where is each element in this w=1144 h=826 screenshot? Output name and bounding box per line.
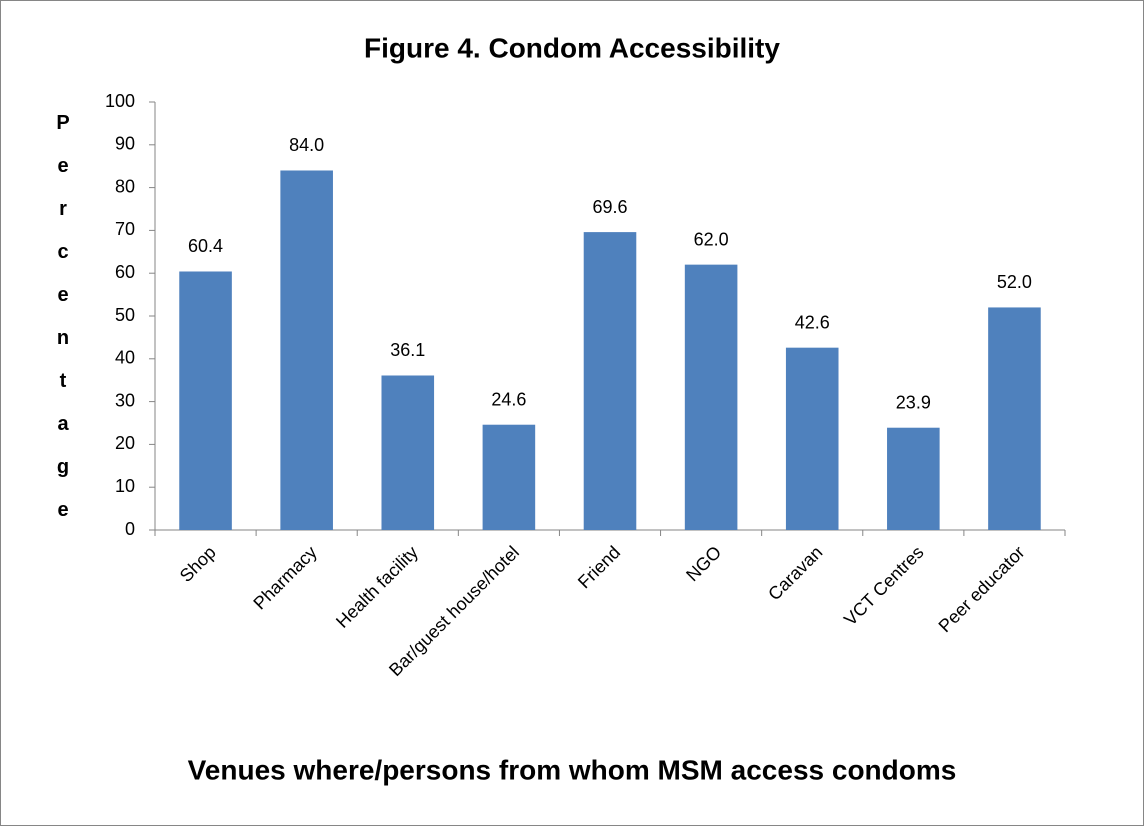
bar xyxy=(482,424,536,530)
bar xyxy=(887,427,940,530)
bar xyxy=(684,264,738,530)
y-tick-label: 60 xyxy=(115,262,135,282)
data-label: 69.6 xyxy=(592,197,627,217)
y-tick-label: 100 xyxy=(105,91,135,111)
data-label: 24.6 xyxy=(491,389,526,409)
bar xyxy=(280,170,333,531)
data-label: 42.6 xyxy=(795,312,830,332)
data-label: 84.0 xyxy=(289,135,324,155)
bar xyxy=(179,271,232,530)
y-tick-label: 0 xyxy=(125,519,135,539)
y-tick-label: 80 xyxy=(115,176,135,196)
data-label: 52.0 xyxy=(997,272,1032,292)
bar xyxy=(785,347,839,530)
y-tick-label: 20 xyxy=(115,433,135,453)
y-tick-label: 70 xyxy=(115,219,135,239)
y-tick-label: 40 xyxy=(115,348,135,368)
data-label: 62.0 xyxy=(694,229,729,249)
bar xyxy=(988,307,1041,530)
y-axis-title: Percentage xyxy=(52,112,74,542)
chart-title: Figure 4. Condom Accessibility xyxy=(364,32,780,63)
y-tick-label: 90 xyxy=(115,134,135,154)
data-label: 60.4 xyxy=(188,236,223,256)
y-tick-label: 10 xyxy=(115,476,135,496)
bar xyxy=(381,375,435,530)
data-label: 36.1 xyxy=(390,340,425,360)
x-axis-title: Venues where/persons from whom MSM acces… xyxy=(188,754,957,785)
bar xyxy=(583,232,637,530)
y-tick-label: 30 xyxy=(115,390,135,410)
y-tick-label: 50 xyxy=(115,305,135,325)
data-label: 23.9 xyxy=(896,392,931,412)
